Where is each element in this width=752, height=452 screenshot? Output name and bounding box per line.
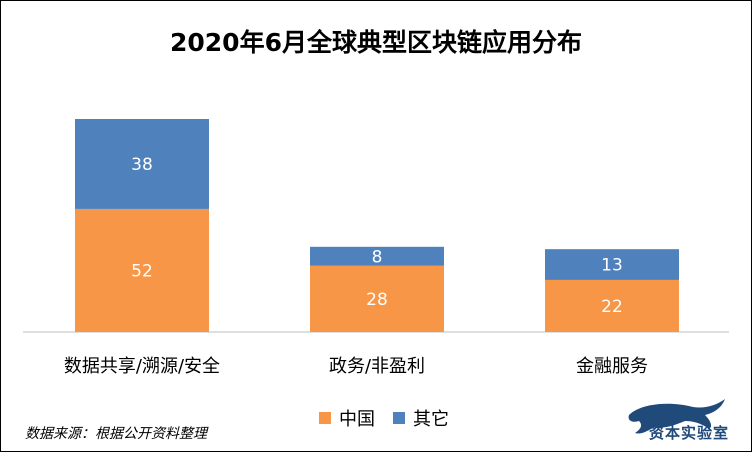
- legend: 中国 其它: [319, 405, 467, 431]
- panther-icon: [628, 399, 725, 434]
- data-label-china-2: 22: [601, 297, 623, 317]
- legend-item-other: 其它: [393, 405, 449, 431]
- bar-china-0: [75, 208, 209, 332]
- data-label-other-2: 13: [601, 256, 623, 276]
- bar-china-1: [310, 265, 444, 332]
- brand-logo: [628, 399, 725, 434]
- source-note: 数据来源：根据公开资料整理: [25, 426, 207, 442]
- data-label-china-0: 52: [131, 261, 153, 281]
- data-label-other-1: 8: [372, 247, 383, 267]
- chart-title: 2020年6月全球典型区块链应用分布: [170, 28, 582, 57]
- legend-swatch-china: [319, 412, 331, 424]
- bar-other-2: [545, 249, 679, 280]
- category-label-2: 金融服务: [576, 356, 648, 377]
- bar-other-0: [75, 119, 209, 209]
- brand-name: 资本实验室: [648, 424, 729, 442]
- legend-label-china: 中国: [339, 409, 375, 430]
- legend-label-other: 其它: [413, 409, 449, 430]
- data-label-china-1: 28: [366, 290, 388, 310]
- bar-china-2: [545, 279, 679, 332]
- data-label-other-0: 38: [131, 155, 153, 175]
- category-label-0: 数据共享/溯源/安全: [64, 356, 220, 377]
- legend-swatch-other: [393, 412, 405, 424]
- bar-other-1: [310, 246, 444, 266]
- category-label-1: 政务/非盈利: [329, 356, 425, 377]
- legend-item-china: 中国: [319, 405, 375, 431]
